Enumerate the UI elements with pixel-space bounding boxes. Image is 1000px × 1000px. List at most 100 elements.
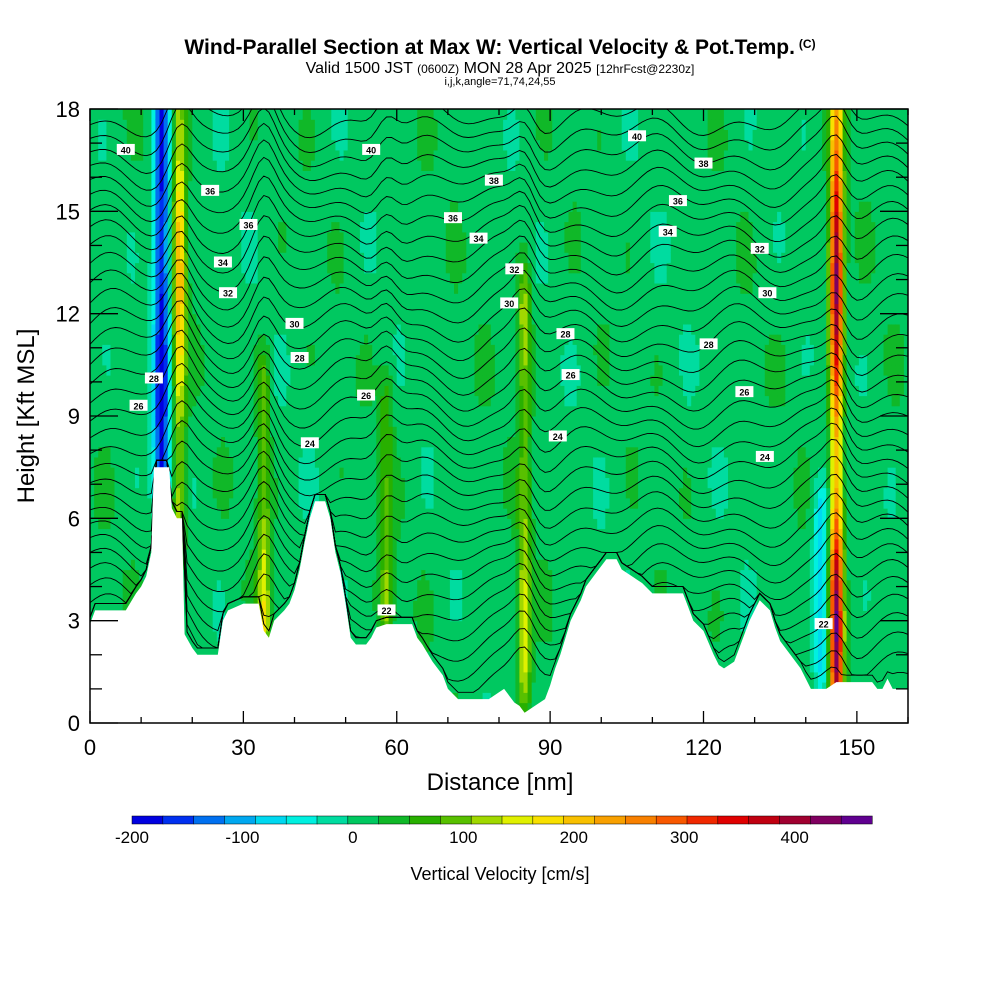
field-cell bbox=[282, 283, 287, 294]
field-cell bbox=[355, 508, 361, 519]
field-cell bbox=[98, 528, 103, 540]
field-cell bbox=[302, 109, 308, 120]
field-cell bbox=[212, 405, 218, 417]
field-cell bbox=[384, 590, 390, 601]
field-cell bbox=[237, 170, 242, 182]
field-cell bbox=[323, 211, 328, 223]
field-cell bbox=[102, 323, 107, 335]
field-cell bbox=[282, 242, 287, 253]
field-cell bbox=[106, 242, 112, 253]
field-cell bbox=[94, 139, 99, 151]
field-cell bbox=[147, 344, 152, 356]
field-cell bbox=[425, 252, 431, 264]
field-cell bbox=[298, 303, 304, 315]
field-cell bbox=[98, 119, 103, 130]
field-cell bbox=[355, 579, 361, 591]
field-cell bbox=[130, 549, 136, 560]
field-cell bbox=[163, 190, 169, 202]
field-cell bbox=[400, 416, 406, 427]
field-cell bbox=[233, 160, 238, 171]
field-cell bbox=[384, 375, 390, 386]
field-cell bbox=[257, 590, 263, 601]
field-cell bbox=[400, 456, 406, 468]
field-cell bbox=[220, 477, 226, 489]
field-cell bbox=[355, 477, 361, 489]
field-cell bbox=[409, 375, 414, 386]
field-cell bbox=[413, 538, 418, 550]
field-cell bbox=[274, 436, 279, 448]
field-cell bbox=[290, 405, 296, 417]
field-cell bbox=[347, 180, 353, 192]
field-cell bbox=[212, 149, 218, 161]
field-cell bbox=[319, 149, 324, 161]
field-cell bbox=[237, 405, 242, 417]
field-cell bbox=[208, 426, 214, 437]
field-cell bbox=[208, 395, 214, 407]
field-cell bbox=[253, 119, 259, 130]
field-cell bbox=[380, 497, 386, 509]
field-cell bbox=[409, 221, 414, 233]
field-cell bbox=[323, 160, 328, 171]
field-cell bbox=[167, 139, 173, 151]
field-cell bbox=[159, 262, 165, 274]
field-cell bbox=[310, 293, 316, 304]
field-cell bbox=[335, 518, 341, 530]
field-cell bbox=[94, 293, 99, 304]
field-cell bbox=[343, 395, 349, 407]
field-cell bbox=[306, 416, 312, 427]
field-cell bbox=[347, 252, 353, 264]
field-cell bbox=[404, 569, 410, 581]
field-cell bbox=[188, 426, 193, 437]
field-cell bbox=[343, 119, 349, 130]
field-cell bbox=[400, 518, 406, 530]
field-cell bbox=[253, 436, 259, 448]
field-cell bbox=[237, 149, 242, 161]
field-cell bbox=[204, 139, 210, 151]
field-cell bbox=[171, 487, 177, 499]
field-cell bbox=[323, 149, 328, 161]
field-cell bbox=[130, 160, 136, 171]
field-cell bbox=[392, 354, 398, 366]
field-cell bbox=[220, 416, 226, 427]
field-cell bbox=[409, 303, 414, 315]
field-cell bbox=[278, 272, 283, 284]
field-cell bbox=[359, 293, 365, 304]
field-cell bbox=[192, 528, 197, 540]
field-cell bbox=[327, 456, 332, 468]
field-cell bbox=[388, 416, 394, 427]
field-cell bbox=[409, 201, 414, 212]
field-cell bbox=[425, 600, 431, 611]
field-cell bbox=[359, 119, 365, 130]
field-cell bbox=[413, 559, 418, 571]
field-cell bbox=[347, 283, 353, 294]
field-cell bbox=[151, 323, 157, 335]
field-cell bbox=[175, 119, 181, 130]
field-cell bbox=[278, 497, 283, 509]
field-cell bbox=[212, 590, 218, 601]
field-cell bbox=[90, 231, 95, 243]
field-cell bbox=[380, 477, 386, 489]
field-cell bbox=[245, 293, 251, 304]
field-cell bbox=[184, 426, 189, 437]
field-cell bbox=[216, 416, 222, 427]
field-cell bbox=[200, 109, 206, 120]
field-cell bbox=[208, 641, 214, 652]
field-cell bbox=[102, 467, 107, 478]
field-cell bbox=[110, 456, 116, 468]
field-cell bbox=[130, 487, 136, 499]
field-cell bbox=[159, 416, 165, 427]
field-cell bbox=[98, 446, 103, 458]
field-cell bbox=[208, 538, 214, 550]
field-cell bbox=[409, 160, 414, 171]
field-cell bbox=[171, 354, 177, 366]
field-cell bbox=[265, 426, 271, 437]
field-cell bbox=[384, 354, 390, 366]
field-cell bbox=[126, 436, 132, 448]
field-cell bbox=[261, 109, 267, 120]
field-cell bbox=[347, 201, 353, 212]
field-cell bbox=[278, 252, 283, 264]
field-cell bbox=[126, 385, 132, 397]
field-cell bbox=[404, 508, 410, 519]
field-cell bbox=[245, 436, 251, 448]
field-cell bbox=[331, 385, 336, 397]
